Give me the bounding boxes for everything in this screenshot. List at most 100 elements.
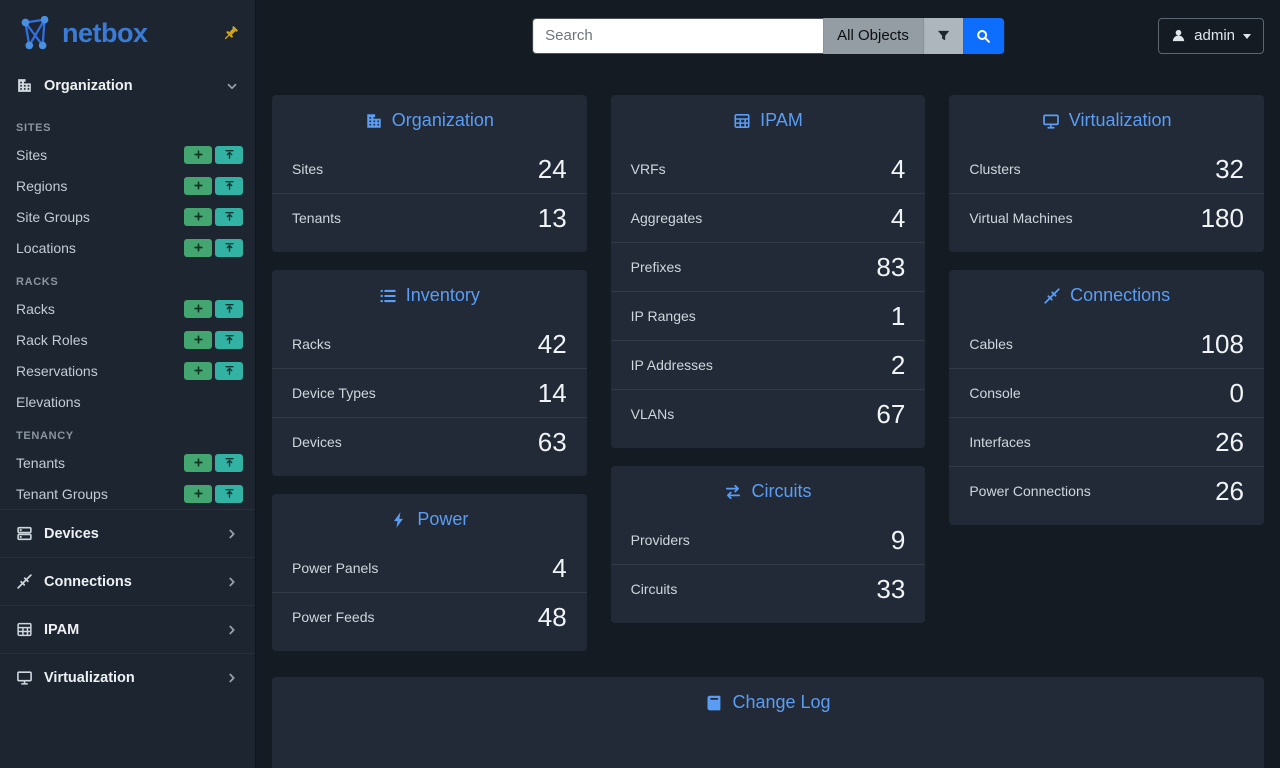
plus-icon: [193, 457, 204, 468]
card-row: VRFs 4: [611, 144, 926, 193]
dashboard-card: Organization Sites 24 Tenants 13: [272, 95, 587, 252]
card-row-label[interactable]: IP Addresses: [630, 357, 713, 373]
import-button[interactable]: [215, 453, 243, 472]
import-button[interactable]: [215, 207, 243, 226]
card-row-label[interactable]: Virtual Machines: [969, 210, 1073, 226]
card-row-label[interactable]: VRFs: [630, 160, 666, 177]
sidebar-section-label: Connections: [44, 573, 132, 590]
card-row-label[interactable]: Circuits: [630, 581, 678, 597]
changelog-icon: [705, 694, 723, 712]
add-button[interactable]: [184, 299, 212, 318]
card-row: Interfaces 26: [949, 417, 1264, 466]
import-button[interactable]: [215, 330, 243, 349]
add-button[interactable]: [184, 145, 212, 164]
plus-icon: [193, 149, 204, 160]
sidebar-pin-button[interactable]: [222, 25, 239, 42]
sidebar-item-label[interactable]: Rack Roles: [16, 331, 88, 348]
card-row-label[interactable]: Devices: [292, 434, 342, 450]
sidebar-item-label[interactable]: Tenant Groups: [16, 485, 108, 502]
search-input[interactable]: [532, 17, 824, 54]
import-button[interactable]: [215, 176, 243, 195]
filter-button[interactable]: [922, 17, 963, 54]
card-row: Prefixes 83: [610, 242, 926, 291]
card-row-value: 48: [537, 602, 567, 632]
add-button[interactable]: [184, 330, 212, 349]
card-row-label[interactable]: VLANs: [630, 406, 675, 422]
card-header: Connections: [949, 270, 1264, 319]
plus-icon: [193, 211, 204, 222]
sidebar-section-ipam[interactable]: IPAM: [0, 606, 255, 653]
sidebar-item-label[interactable]: Site Groups: [16, 208, 90, 225]
add-button[interactable]: [184, 176, 212, 195]
netbox-logo[interactable]: netbox: [14, 12, 148, 54]
import-button[interactable]: [215, 299, 243, 318]
card-title: Inventory: [405, 285, 480, 305]
dashboard-column: Organization Sites 24 Tenants 13 Inventory Rac…: [272, 95, 587, 651]
import-button[interactable]: [215, 361, 243, 380]
card-row-label[interactable]: Providers: [630, 531, 690, 548]
add-button[interactable]: [184, 207, 212, 226]
connections-icon: [16, 573, 33, 590]
card-row-label[interactable]: Power Panels: [292, 559, 379, 576]
search-button[interactable]: [962, 17, 1004, 54]
sidebar-item-label[interactable]: Locations: [16, 239, 76, 256]
sidebar-item-label[interactable]: Sites: [16, 146, 48, 163]
sidebar-section-virtualization[interactable]: Virtualization: [0, 654, 255, 701]
card-row-label[interactable]: Clusters: [969, 160, 1021, 177]
connections-icon: [1043, 287, 1061, 305]
sidebar-item-label[interactable]: Elevations: [16, 393, 81, 410]
object-type-button[interactable]: All Objects: [823, 17, 923, 54]
sidebar-section-organization[interactable]: Organization: [0, 62, 255, 109]
card-row-label[interactable]: Sites: [292, 160, 324, 177]
card-row-value: 180: [1200, 203, 1244, 233]
card-row-label[interactable]: Console: [969, 385, 1021, 401]
dashboard-card: IPAM VRFs 4 Aggregates 4 Prefixes 83 IP Ranges 1…: [610, 95, 926, 448]
card-row-label[interactable]: Power Feeds: [292, 609, 375, 625]
import-button[interactable]: [215, 238, 243, 257]
card-row-label[interactable]: IP Ranges: [630, 308, 696, 324]
card-row-label[interactable]: Device Types: [292, 385, 376, 401]
sidebar-item-label[interactable]: Racks: [16, 300, 55, 317]
add-button[interactable]: [184, 238, 212, 257]
card-row-label[interactable]: Interfaces: [969, 434, 1031, 450]
sidebar-section-label: Virtualization: [44, 669, 135, 686]
item-actions: [184, 453, 243, 472]
upload-icon: [224, 303, 235, 314]
card-row: Power Connections 26: [949, 466, 1264, 515]
card-title: Change Log: [732, 692, 831, 712]
sidebar-item-label[interactable]: Tenants: [16, 454, 66, 471]
card-row: Circuits 33: [610, 564, 926, 613]
card-title: Organization: [391, 110, 494, 130]
add-button[interactable]: [184, 361, 212, 380]
card-row-label[interactable]: Aggregates: [630, 210, 703, 226]
sidebar-section-devices[interactable]: Devices: [0, 510, 255, 557]
card-row-label[interactable]: Power Connections: [969, 483, 1091, 499]
user-menu-button[interactable]: admin: [1158, 17, 1264, 54]
import-button[interactable]: [215, 484, 243, 503]
sidebar-item-label[interactable]: Reservations: [16, 362, 98, 379]
chevron-down-icon: [225, 79, 239, 93]
card-row-value: 32: [1215, 153, 1244, 184]
card-row-value: 4: [552, 552, 567, 583]
card-row: Aggregates 4: [610, 193, 926, 242]
card-row: Providers 9: [611, 515, 926, 564]
upload-icon: [224, 180, 235, 191]
card-row-value: 42: [537, 328, 567, 359]
sidebar-item: Elevations: [0, 386, 255, 417]
add-button[interactable]: [184, 484, 212, 503]
sidebar-section-connections[interactable]: Connections: [0, 558, 255, 605]
card-row-label[interactable]: Prefixes: [630, 259, 682, 275]
card-row-label[interactable]: Tenants: [292, 210, 342, 226]
card-row-label[interactable]: Racks: [292, 335, 331, 352]
add-button[interactable]: [184, 453, 212, 472]
brand-name: netbox: [62, 17, 148, 48]
import-button[interactable]: [215, 145, 243, 164]
sidebar-group-header: TENANCY: [16, 430, 74, 442]
card-row: Cables 108: [949, 319, 1264, 368]
sidebar-item-label[interactable]: Regions: [16, 177, 68, 194]
card-row: Racks 42: [272, 319, 587, 368]
organization-icon: [365, 112, 383, 130]
chevron-right-icon: [225, 623, 239, 637]
card-row-label[interactable]: Cables: [969, 335, 1013, 352]
dashboard-grid: Organization Sites 24 Tenants 13 Inventory Rac…: [256, 71, 1280, 651]
